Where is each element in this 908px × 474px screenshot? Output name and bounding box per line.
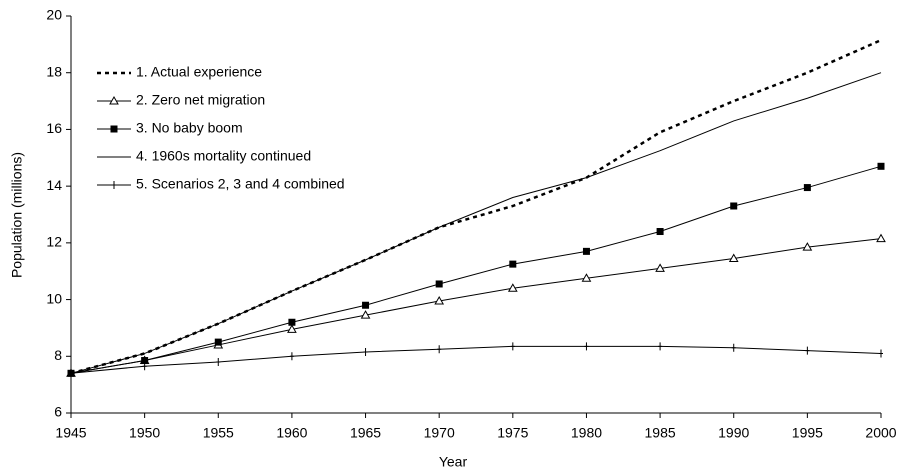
legend-label: 4. 1960s mortality continued: [136, 148, 311, 164]
marker: [142, 362, 147, 371]
marker: [434, 295, 445, 305]
legend-label: 1. Actual experience: [136, 64, 262, 80]
x-tick-label: 1970: [424, 425, 455, 441]
series-line: [70, 345, 882, 374]
legend-marker: [112, 181, 116, 189]
legend-label: 3. No baby boom: [136, 120, 243, 136]
marker: [362, 301, 370, 309]
marker: [655, 263, 665, 272]
y-tick-label: 8: [54, 347, 62, 363]
marker: [728, 253, 739, 262]
marker: [435, 280, 443, 288]
marker: [730, 202, 738, 210]
legend-marker: [109, 95, 119, 105]
series-line: [70, 238, 882, 374]
marker: [581, 273, 592, 282]
y-axis-label: Population (millions): [9, 152, 25, 278]
marker: [288, 318, 296, 326]
x-axis-label: Year: [439, 454, 468, 470]
marker: [802, 242, 813, 251]
legend-label: 5. Scenarios 2, 3 and 4 combined: [136, 176, 345, 192]
series-line: [70, 72, 882, 374]
marker: [877, 162, 885, 170]
marker: [360, 310, 371, 319]
x-tick-label: 1960: [276, 425, 307, 441]
marker: [141, 357, 149, 365]
marker: [214, 338, 222, 346]
marker: [879, 349, 883, 358]
y-tick-label: 6: [54, 404, 62, 420]
marker: [507, 283, 518, 292]
marker: [69, 369, 73, 378]
y-tick-label: 18: [46, 63, 62, 79]
x-tick-label: 1980: [571, 425, 602, 441]
x-tick-label: 2000: [865, 425, 896, 441]
legend-label: 2. Zero net migration: [136, 92, 265, 108]
marker: [287, 324, 297, 333]
marker: [509, 260, 517, 268]
x-tick-label: 1975: [497, 425, 528, 441]
x-tick-label: 1965: [350, 425, 381, 441]
marker: [803, 184, 811, 192]
legend-marker: [110, 125, 118, 133]
y-tick-label: 10: [46, 290, 62, 306]
marker: [289, 352, 294, 361]
x-tick-label: 1990: [718, 425, 749, 441]
marker: [731, 343, 736, 352]
marker: [510, 342, 515, 351]
marker: [805, 346, 810, 355]
y-tick-label: 20: [46, 7, 62, 23]
marker: [216, 357, 221, 366]
x-tick-label: 1985: [645, 425, 676, 441]
x-tick-label: 1995: [792, 425, 823, 441]
series-line: [70, 38, 882, 375]
x-tick-label: 1955: [203, 425, 234, 441]
x-tick-label: 1950: [129, 425, 160, 441]
marker: [437, 345, 442, 354]
marker: [876, 233, 886, 243]
series-line: [70, 165, 882, 374]
marker: [582, 247, 590, 255]
y-tick-label: 14: [46, 177, 62, 193]
y-tick-label: 12: [46, 234, 62, 250]
marker: [658, 342, 663, 351]
marker: [363, 348, 368, 357]
marker: [584, 342, 589, 351]
marker: [656, 228, 664, 236]
x-tick-label: 1945: [55, 425, 86, 441]
y-tick-label: 16: [46, 120, 62, 136]
